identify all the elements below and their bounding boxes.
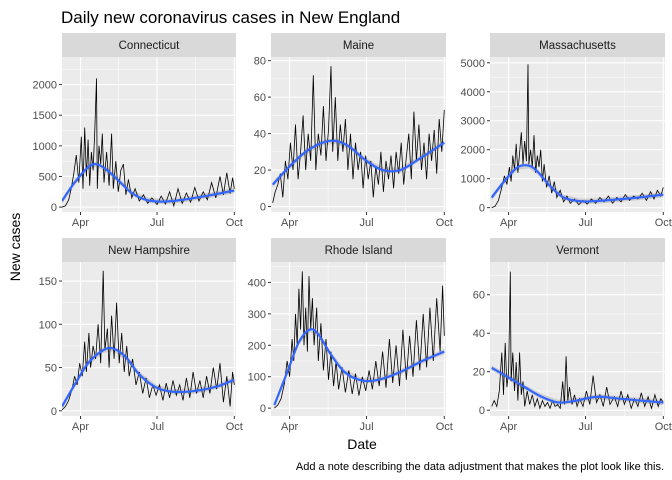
y-tick-label: 1000 [461,174,485,186]
y-tick-label: 20 [473,367,485,379]
x-tick-label: Oct [226,217,243,229]
daily-cases-line [491,64,664,209]
facet-label: New Hampshire [108,245,190,257]
x-tick-label: Apr [281,421,298,433]
y-tick-label: 0 [260,202,266,214]
x-tick-label: Oct [436,421,453,433]
panel-new-hampshire: New Hampshire 0 50 100 150 Apr Jul Oct [39,238,243,433]
x-tick-label: Jul [150,217,164,229]
panel-background [62,262,236,416]
x-tick-label: Apr [500,217,517,229]
x-tick-label: Jul [360,217,374,229]
facet-strip [62,238,236,262]
x-tick-label: Apr [72,421,89,433]
panel-maine: Maine 0 20 40 60 80 Apr Jul Oct [254,33,453,229]
panel-massachusetts: Massachusetts 0 1000 2000 3000 4000 5000 Apr Jul… [461,33,672,229]
panel-background [490,57,665,212]
y-tick-label: 0 [479,203,485,215]
daily-cases-line [62,270,235,411]
panel-rhode-island: Rhode Island 0 100 200 300 400 Apr Jul Oct [248,238,453,433]
y-tick-label: 60 [254,92,266,104]
y-tick-label: 1500 [33,110,57,122]
facet-strip [271,238,446,262]
y-tick-label: 2000 [33,80,57,92]
panel-vermont: Vermont 0 20 40 60 Apr Jul Oct [473,238,672,433]
smooth-trend-line [491,366,664,404]
x-tick-label: Oct [655,217,672,229]
y-tick-label: 2000 [461,145,485,157]
daily-cases-line [274,271,445,409]
y-tick-label: 40 [254,129,266,141]
panel-background [271,57,446,212]
x-axis-title: Date [347,436,377,452]
chart-title: Daily new coronavirus cases in New Engla… [61,8,400,27]
smooth-trend-line [62,163,235,203]
facet-strip [490,238,665,262]
y-tick-label: 150 [39,276,57,288]
x-tick-label: Apr [281,217,298,229]
facet-strip [490,33,665,57]
y-tick-label: 0 [51,406,57,418]
x-tick-label: Jul [579,217,593,229]
facet-label: Massachusetts [539,40,616,52]
x-tick-label: Jul [360,421,374,433]
y-tick-label: 100 [248,372,266,384]
y-tick-label: 400 [248,277,266,289]
y-tick-label: 1000 [33,141,57,153]
y-tick-label: 60 [473,290,485,302]
y-tick-label: 80 [254,56,266,68]
smooth-trend-line [490,164,664,203]
y-tick-label: 0 [479,405,485,417]
y-tick-label: 500 [39,171,57,183]
smooth-trend-line [62,346,235,408]
x-tick-label: Oct [226,421,243,433]
x-tick-label: Oct [655,421,672,433]
facet-strip [271,33,446,57]
y-axis-title: New cases [7,213,23,281]
confidence-band [272,138,445,188]
x-tick-label: Jul [150,421,164,433]
y-tick-label: 5000 [461,58,485,70]
facet-label: Maine [343,40,374,52]
x-tick-label: Oct [436,217,453,229]
y-tick-label: 20 [254,165,266,177]
daily-cases-line [272,66,445,203]
panel-background [490,262,665,416]
y-tick-label: 100 [39,319,57,331]
smooth-trend-line [273,328,445,406]
confidence-band [62,345,235,410]
y-tick-label: 4000 [461,87,485,99]
chart-caption: Add a note describing the data adjustmen… [296,461,664,473]
y-tick-label: 0 [260,403,266,415]
panel-background [62,57,236,212]
facet-label: Vermont [556,245,600,257]
x-tick-label: Jul [579,421,593,433]
x-tick-label: Apr [500,421,517,433]
panel-connecticut: Connecticut 0 500 1000 1500 2000 Apr Jul Oct [33,33,243,229]
y-tick-label: 200 [248,340,266,352]
y-tick-label: 300 [248,309,266,321]
y-tick-label: 3000 [461,116,485,128]
confidence-band [491,365,664,406]
daily-cases-line [491,271,664,410]
facet-strip [62,33,236,57]
y-tick-label: 0 [51,202,57,214]
facet-label: Rhode Island [325,245,393,257]
y-tick-label: 40 [473,328,485,340]
facet-label: Connecticut [119,40,181,52]
y-tick-label: 50 [45,363,57,375]
x-tick-label: Apr [72,217,89,229]
smooth-trend-line [271,139,445,186]
